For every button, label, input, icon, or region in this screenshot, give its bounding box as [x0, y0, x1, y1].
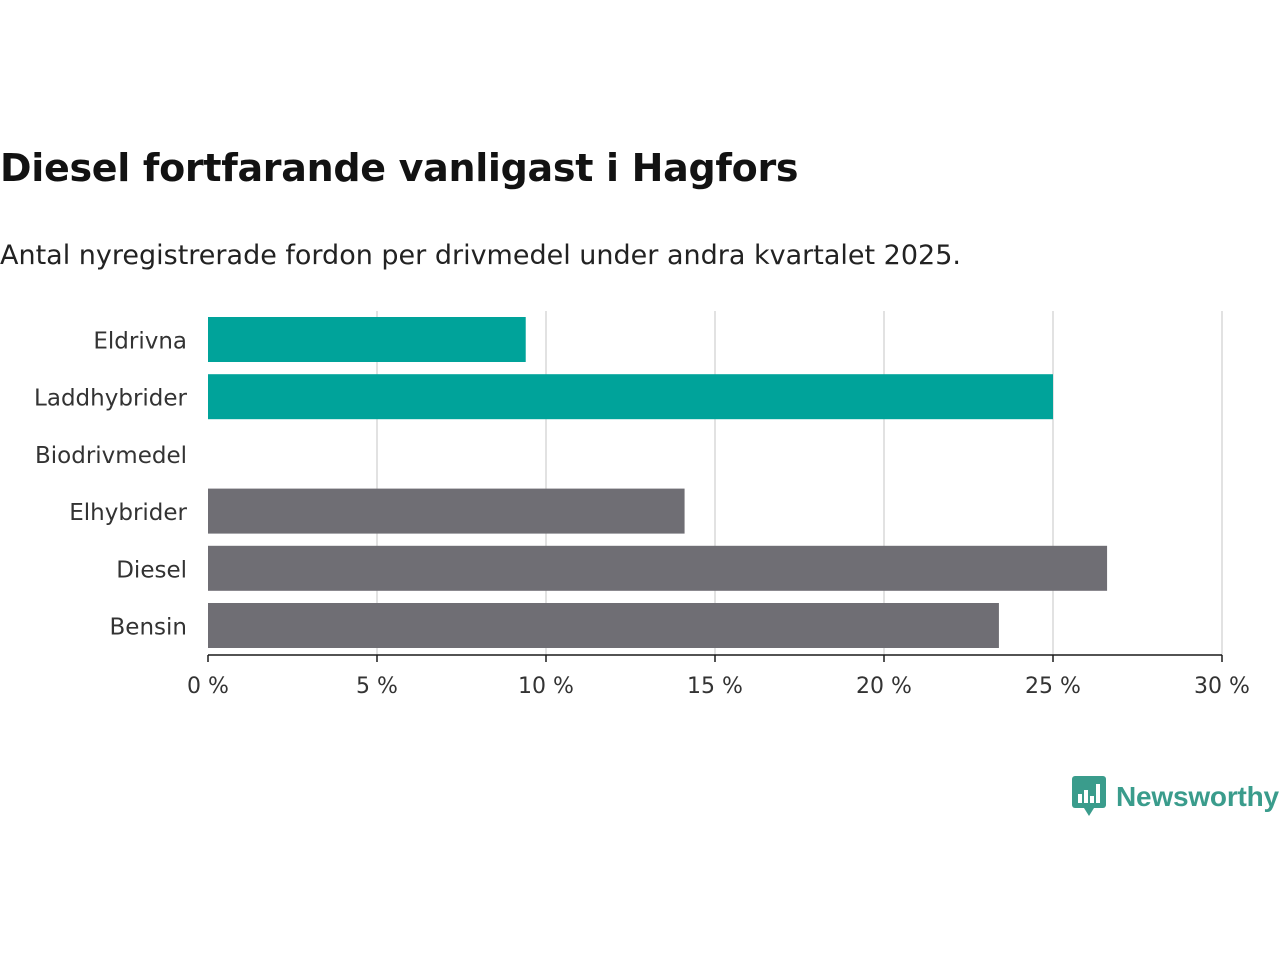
x-axis: 0 % 5 % 10 % 15 % 20 % 25 % 30 % — [187, 654, 1250, 699]
category-label: Bensin — [110, 615, 187, 641]
chart-subtitle: Antal nyregistrerade fordon per drivmede… — [0, 240, 961, 271]
category-labels: Eldrivna Laddhybrider Biodrivmedel Elhybrid… — [34, 329, 187, 641]
gridlines — [376, 311, 1223, 655]
x-tick-label: 30 % — [1194, 674, 1250, 699]
bar — [208, 374, 1053, 420]
bar — [208, 603, 999, 648]
category-label: Diesel — [116, 557, 187, 583]
newsworthy-logo-text: Newsworthy — [1116, 781, 1279, 812]
category-label: Laddhybrider — [34, 386, 187, 412]
category-label: Elhybrider — [69, 500, 187, 526]
newsworthy-logo: Newsworthy — [1072, 776, 1279, 818]
x-tick-label: 25 % — [1025, 674, 1081, 699]
x-tick-label: 20 % — [856, 674, 912, 699]
chart-title: Diesel fortfarande vanligast i Hagfors — [0, 146, 799, 190]
bar — [208, 488, 685, 534]
x-tick-label: 15 % — [687, 674, 743, 699]
category-label: Biodrivmedel — [35, 443, 187, 469]
bar — [208, 545, 1108, 591]
newsworthy-icon — [1072, 776, 1106, 816]
x-tick-label: 0 % — [187, 674, 229, 699]
category-label: Eldrivna — [93, 329, 187, 355]
bars — [208, 317, 1108, 648]
bar-chart: Eldrivna Laddhybrider Biodrivmedel Elhybrid… — [34, 311, 1250, 699]
x-tick-label: 5 % — [356, 674, 398, 699]
x-tick-label: 10 % — [518, 674, 574, 699]
bar — [208, 317, 526, 362]
